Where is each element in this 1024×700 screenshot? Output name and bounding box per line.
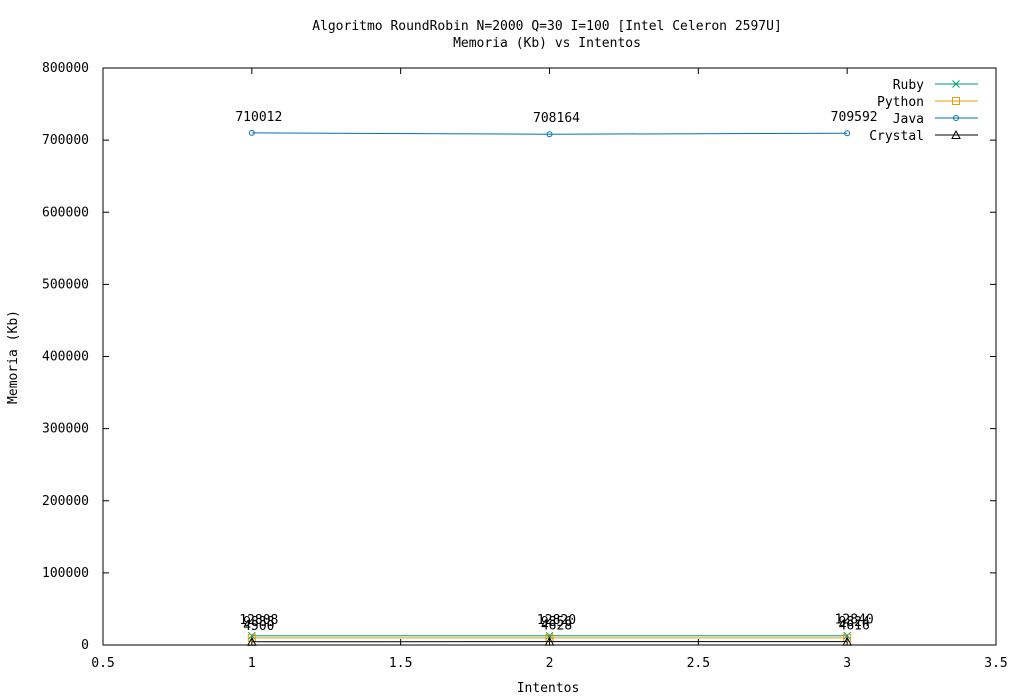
x-axis: 0.5 1 1.5 2 2.5 3 3.5 [91,68,1008,671]
legend-item-python: Python [877,95,978,110]
data-point [546,131,553,138]
series-crystal: 4500 4628 4616 [243,619,870,646]
y-axis-label: Memoria (Kb) [6,310,21,404]
y-tick-label: 100000 [42,566,89,581]
series-line [251,132,848,135]
data-label: 12820 [537,613,576,628]
chart-subtitle: Memoria (Kb) vs Intentos [453,36,641,51]
data-label: 9888 [243,615,274,630]
x-tick-label: 1 [248,656,256,671]
legend-label: Java [893,112,924,127]
data-point [246,636,257,646]
legend-label: Python [877,95,924,110]
data-label: 709592 [831,110,878,125]
legend-item-ruby: Ruby [893,78,978,93]
x-axis-label: Intentos [517,681,580,696]
data-point [952,97,960,105]
legend-item-crystal: Crystal [869,129,978,144]
data-point [953,115,959,121]
data-label: 12840 [835,613,874,628]
x-tick-label: 3.5 [984,656,1007,671]
x-tick-label: 2.5 [687,656,710,671]
data-label: 4628 [541,619,572,634]
y-tick-label: 600000 [42,205,89,220]
y-tick-label: 300000 [42,422,89,437]
y-tick-label: 700000 [42,133,89,148]
data-label: 4616 [839,619,870,634]
legend: Ruby Python Java Crystal [869,78,978,144]
series-ruby: 12808 12820 12840 [239,613,874,640]
series-java: 710012 708164 709592 [235,110,878,138]
legend-label: Ruby [893,78,924,93]
y-tick-label: 400000 [42,350,89,365]
data-point [842,636,853,646]
x-tick-label: 2 [546,656,554,671]
x-tick-label: 0.5 [91,656,114,671]
data-label: 4500 [243,619,274,634]
data-point [951,129,961,139]
data-label: 12808 [239,613,278,628]
y-tick-label: 200000 [42,494,89,509]
data-label: 708164 [533,111,580,126]
data-point [844,130,851,137]
data-label: 710012 [235,110,282,125]
y-tick-label: 800000 [42,61,89,76]
data-label: 9824 [839,615,870,630]
legend-label: Crystal [869,129,924,144]
data-label: 9856 [541,615,572,630]
chart-title: Algoritmo RoundRobin N=2000 Q=30 I=100 [… [312,19,782,34]
y-axis: 0 100000 200000 300000 400000 500000 600000 700… [42,61,996,653]
y-tick-label: 500000 [42,277,89,292]
data-point [248,129,255,136]
x-tick-label: 1.5 [389,656,412,671]
legend-item-java: Java [893,112,978,127]
y-tick-label: 0 [81,638,89,653]
plot-frame [102,67,997,646]
x-tick-label: 3 [843,656,851,671]
data-point [952,80,960,88]
data-point [544,636,555,646]
